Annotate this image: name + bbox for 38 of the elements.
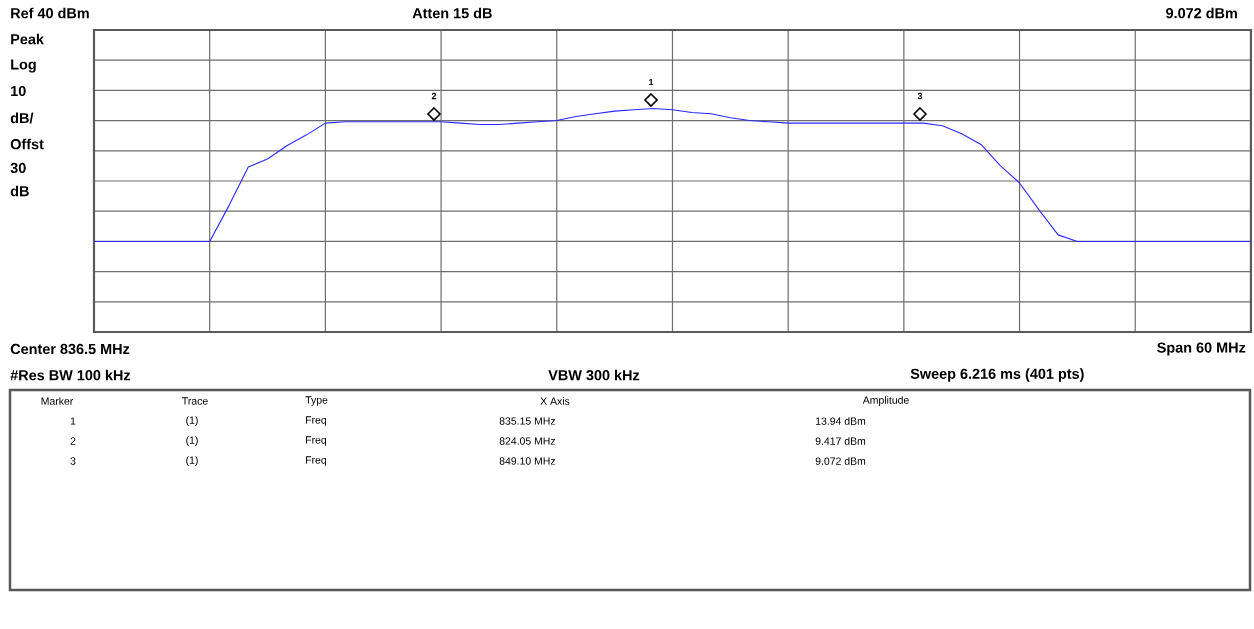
text: VBW 300 kHz xyxy=(548,369,640,381)
text: 3 xyxy=(917,92,923,100)
text: X Axis xyxy=(540,397,570,405)
text: 3 xyxy=(70,457,76,465)
text: 1 xyxy=(70,417,76,425)
text: Offst xyxy=(10,138,44,150)
text: Freq xyxy=(306,456,327,466)
text: Log xyxy=(11,59,36,73)
text: Freq xyxy=(306,436,327,446)
text: 30 xyxy=(10,162,26,174)
text: 1 xyxy=(649,78,654,86)
text: (1) xyxy=(186,416,198,426)
text: Sweep 6.216 ms (401 pts) xyxy=(910,368,1084,382)
text: Ref 40 dBm xyxy=(11,7,89,19)
text: Peak xyxy=(11,33,44,45)
text: dB xyxy=(10,185,29,197)
text: Center 836.5 MHz xyxy=(10,343,130,355)
text: (1) xyxy=(186,436,198,446)
text: 835.15 MHz xyxy=(499,417,556,425)
text: 9.072 dBm xyxy=(815,457,866,465)
text: 2 xyxy=(70,437,76,445)
text: 824.05 MHz xyxy=(499,437,556,445)
text: Span 60 MHz xyxy=(1157,342,1246,356)
text: Amplitude xyxy=(862,396,909,406)
text: 9.417 dBm xyxy=(815,437,866,445)
text: 849.10 MHz xyxy=(499,457,556,465)
text: Freq xyxy=(306,416,327,426)
text: 13.94 dBm xyxy=(816,417,866,425)
text: #Res BW 100 kHz xyxy=(10,369,131,381)
text: Atten 15 dB xyxy=(412,7,492,19)
text: (1) xyxy=(186,456,198,466)
text: Type xyxy=(305,396,328,406)
text: Marker xyxy=(41,397,74,405)
text: 10 xyxy=(11,85,26,97)
text: 9.072 dBm xyxy=(1166,7,1237,19)
text: Trace xyxy=(182,397,208,405)
text: 2 xyxy=(431,92,437,100)
text: dB/ xyxy=(10,112,34,124)
